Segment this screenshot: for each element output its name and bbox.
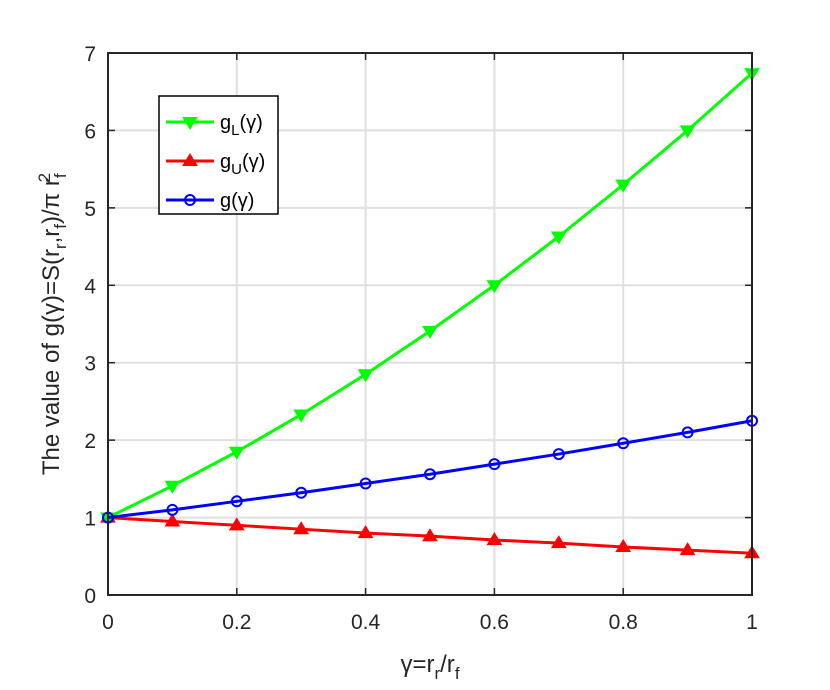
legend-box <box>158 95 279 215</box>
data-point <box>486 532 503 546</box>
legend-swatch-marker <box>182 153 198 167</box>
legend: gL(γ) gU(γ) g(γ) <box>158 95 279 215</box>
plot-frame <box>107 52 753 596</box>
x-tick-label: 0.8 <box>609 611 638 634</box>
data-point <box>422 528 438 542</box>
x-tick-label: 0 <box>102 611 114 634</box>
y-tick-label: 6 <box>84 120 96 143</box>
data-point <box>550 535 567 549</box>
x-tick-label: 0.4 <box>351 611 381 634</box>
data-point <box>679 542 696 556</box>
y-tick-label: 0 <box>84 585 96 608</box>
series-triangle-up <box>100 509 760 559</box>
x-axis-label: γ=rr/rf <box>400 651 459 683</box>
data-point <box>293 409 310 423</box>
x-tick-label: 1 <box>746 611 758 634</box>
data-point <box>164 513 181 527</box>
ticks <box>107 52 753 596</box>
x-tick-label: 0.6 <box>480 611 509 634</box>
y-tick-label: 3 <box>84 353 96 376</box>
legend-entry: gL(γ) <box>166 112 263 139</box>
data-point <box>293 521 310 535</box>
legend-entry: g(γ) <box>166 190 254 212</box>
tick-labels: 0 0.2 0.4 0.6 0.8 1 0 1 2 3 4 5 6 7 <box>84 43 758 634</box>
data-point <box>615 539 632 553</box>
legend-label: g(γ) <box>220 190 254 212</box>
data-point <box>164 480 181 494</box>
data-point <box>359 477 372 490</box>
y-tick-label: 5 <box>84 198 96 221</box>
data-point <box>679 125 696 139</box>
data-point <box>681 426 694 439</box>
data-point <box>422 325 438 339</box>
data-point <box>357 525 374 539</box>
y-tick-label: 2 <box>84 430 96 453</box>
data-point <box>617 437 630 450</box>
data-point <box>230 495 243 508</box>
data-point <box>228 446 245 460</box>
series-line <box>107 419 753 520</box>
data-point <box>488 458 501 471</box>
y-tick-label: 4 <box>84 275 96 298</box>
legend-label: gL(γ) <box>220 112 263 139</box>
data-point <box>424 468 436 481</box>
legend-swatch-marker <box>184 194 196 206</box>
data-point <box>357 369 374 383</box>
data-point <box>295 486 308 499</box>
data-point <box>550 231 567 245</box>
series-lines <box>100 68 760 559</box>
legend-swatch-marker <box>182 116 198 130</box>
y-tick-label: 7 <box>84 43 96 66</box>
data-point <box>552 448 565 461</box>
data-point <box>228 517 245 531</box>
series-circle <box>102 414 758 524</box>
data-point <box>486 280 503 294</box>
x-tick-label: 0.2 <box>222 611 251 634</box>
legend-entry: gU(γ) <box>166 151 265 178</box>
data-point <box>615 179 632 193</box>
y-axis-label: The value of g(γ)=S(rr,rf)/π rf2 <box>35 173 70 475</box>
legend-label: gU(γ) <box>220 151 265 178</box>
y-tick-label: 1 <box>84 508 96 531</box>
data-point <box>166 503 179 516</box>
